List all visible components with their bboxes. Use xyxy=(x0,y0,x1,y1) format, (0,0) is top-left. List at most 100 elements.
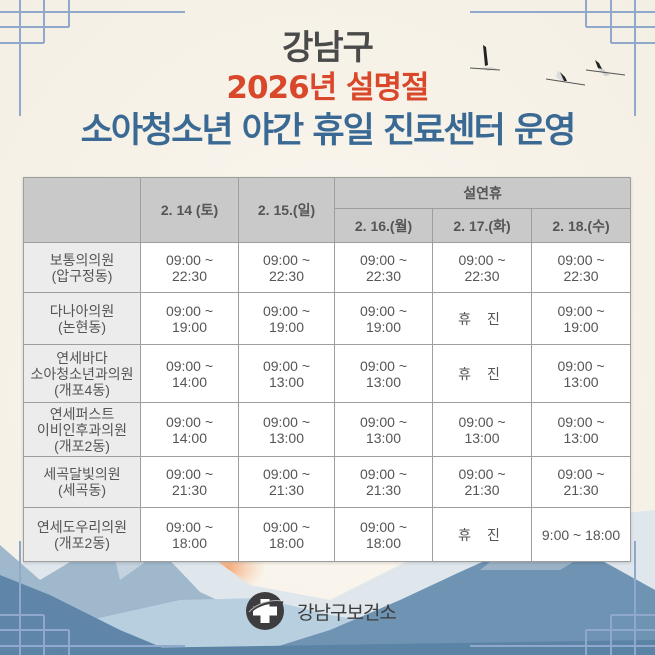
hours-end: 19:00 xyxy=(171,318,208,335)
column-header-date: 2. 18.(수) xyxy=(530,208,632,243)
clinic-name-cont: 이비인후과의원 xyxy=(36,421,128,438)
column-header-date: 2. 14 (토) xyxy=(140,177,239,243)
district-title: 강남구 xyxy=(282,28,374,68)
closed-cell: 휴 진 xyxy=(432,344,532,403)
flying-cranes-illustration xyxy=(470,45,626,86)
hours-cell: 09:00 ~21:30 xyxy=(432,456,532,508)
hours-start: 09:00 ~ xyxy=(359,413,408,430)
hours-end: 19:00 xyxy=(268,318,305,335)
clinic-location: (개포2동) xyxy=(54,437,110,454)
clinic-location: (논현동) xyxy=(58,318,106,335)
hours-end: 21:30 xyxy=(171,482,208,498)
hours-start: 09:00 ~ xyxy=(557,302,605,319)
hours-cell: 09:00 ~22:30 xyxy=(140,242,239,293)
closed-label: 휴 진 xyxy=(458,365,506,382)
hours-cell: 09:00 ~19:00 xyxy=(238,292,335,345)
hours-cell: 09:00 ~13:00 xyxy=(238,344,335,403)
hours-start: 09:00 ~ xyxy=(262,466,311,482)
closed-cell: 휴 진 xyxy=(432,507,532,562)
hours-cell: 09:00 ~13:00 xyxy=(238,402,335,457)
hours-cell: 09:00 ~19:00 xyxy=(530,292,632,345)
holiday-group-header: 설연휴 xyxy=(333,177,632,209)
hours-start: 09:00 ~ xyxy=(557,251,605,268)
table-row: 세곡달빛의원 (세곡동) 09:00 ~21:30 09:00 ~21:30 0… xyxy=(23,456,632,508)
hours-cell: 09:00 ~21:30 xyxy=(334,456,433,508)
hours-cell: 09:00 ~14:00 xyxy=(140,344,239,403)
hours-end: 21:30 xyxy=(268,482,305,498)
hours-cell: 09:00 ~18:00 xyxy=(238,507,335,562)
hours-end: 21:30 xyxy=(464,482,500,498)
hours-end: 18:00 xyxy=(365,534,402,551)
hours-start: 09:00 ~ xyxy=(557,357,605,374)
hours-start: 09:00 ~ xyxy=(165,302,214,319)
hours-start: 09:00 ~ xyxy=(359,466,408,482)
hours-start: 09:00 ~ xyxy=(262,518,311,535)
hours-end: 22:30 xyxy=(171,267,208,284)
hours-end: 13:00 xyxy=(268,373,305,390)
clinic-location: (개포4동) xyxy=(54,381,110,398)
clinic-name: 연세퍼스트 xyxy=(49,405,115,422)
hours-end: 14:00 xyxy=(171,373,208,390)
hours-start: 09:00 ~ xyxy=(165,413,214,430)
corner-header-cell xyxy=(23,177,141,243)
health-center-cross-logo-icon xyxy=(246,592,284,630)
hours-start: 09:00 ~ xyxy=(458,413,506,430)
hours-start: 09:00 ~ xyxy=(165,466,214,482)
hours-cell: 09:00 ~21:30 xyxy=(530,456,632,508)
hours-end: 18:00 xyxy=(171,534,208,551)
organization-name: 강남구보건소 xyxy=(297,602,397,624)
title-block: 강남구 2026년 설명절 소아청소년 야간 휴일 진료센터 운영 xyxy=(0,28,655,152)
hours-end: 22:30 xyxy=(563,267,599,284)
hours-cell: 09:00 ~21:30 xyxy=(238,456,335,508)
hours-end: 13:00 xyxy=(563,429,599,446)
hours-start: 09:00 ~ xyxy=(458,251,506,268)
clinic-name-cell: 다나아의원 (논현동) xyxy=(23,292,141,345)
hours-end: 21:30 xyxy=(365,482,402,498)
hours-start: 09:00 ~ xyxy=(165,251,214,268)
headline-title: 소아청소년 야간 휴일 진료센터 운영 xyxy=(80,111,577,151)
hours-end: 13:00 xyxy=(563,373,599,390)
hours-end: 22:30 xyxy=(365,267,402,284)
closed-label: 휴 진 xyxy=(458,310,506,327)
hours-cell: 09:00 ~18:00 xyxy=(140,507,239,562)
hours-cell: 09:00 ~22:30 xyxy=(238,242,335,293)
clinic-location: (개포2동) xyxy=(54,534,110,551)
clinic-location: (세곡동) xyxy=(58,482,106,498)
hours-start: 09:00 ~ xyxy=(262,413,311,430)
hours-start: 09:00 ~ xyxy=(165,357,214,374)
table-row: 연세바다 소아청소년과의원 (개포4동) 09:00 ~14:00 09:00 … xyxy=(23,344,632,403)
hours-single-line: 9:00 ~ 18:00 xyxy=(541,526,621,543)
hours-cell: 09:00 ~19:00 xyxy=(334,292,433,345)
hours-start: 09:00 ~ xyxy=(359,357,408,374)
column-header-date: 2. 15.(일) xyxy=(238,177,335,243)
clinic-location: (압구정동) xyxy=(51,267,113,284)
clinic-name: 보통의의원 xyxy=(49,251,115,268)
hours-end: 19:00 xyxy=(365,318,402,335)
hours-end: 13:00 xyxy=(464,429,500,446)
hours-start: 09:00 ~ xyxy=(262,302,311,319)
table-row: 다나아의원 (논현동) 09:00 ~19:00 09:00 ~19:00 09… xyxy=(23,292,632,345)
table-row: 연세도우리의원 (개포2동) 09:00 ~18:00 09:00 ~18:00… xyxy=(23,507,632,562)
column-header-date: 2. 16.(월) xyxy=(334,208,433,243)
hours-end: 22:30 xyxy=(464,267,500,284)
clinic-name: 다나아의원 xyxy=(49,302,115,319)
hours-start: 09:00 ~ xyxy=(458,466,506,482)
hours-end: 13:00 xyxy=(365,373,402,390)
closed-cell: 휴 진 xyxy=(432,292,532,345)
hours-start: 09:00 ~ xyxy=(165,518,214,535)
hours-end: 13:00 xyxy=(268,429,305,446)
hours-cell: 09:00 ~22:30 xyxy=(432,242,532,293)
hours-end: 13:00 xyxy=(365,429,402,446)
clinic-name: 연세바다 xyxy=(56,349,108,366)
hours-start: 09:00 ~ xyxy=(262,251,311,268)
clinic-name: 세곡달빛의원 xyxy=(43,466,121,482)
hours-start: 09:00 ~ xyxy=(557,466,605,482)
hours-cell: 09:00 ~14:00 xyxy=(140,402,239,457)
hours-start: 09:00 ~ xyxy=(359,302,408,319)
clinic-name-cell: 세곡달빛의원 (세곡동) xyxy=(23,456,141,508)
hours-cell: 09:00 ~13:00 xyxy=(530,344,632,403)
hours-cell: 09:00 ~13:00 xyxy=(334,402,433,457)
hours-start: 09:00 ~ xyxy=(557,413,605,430)
clinic-name-cell: 보통의의원 (압구정동) xyxy=(23,242,141,293)
hours-start: 09:00 ~ xyxy=(262,357,311,374)
